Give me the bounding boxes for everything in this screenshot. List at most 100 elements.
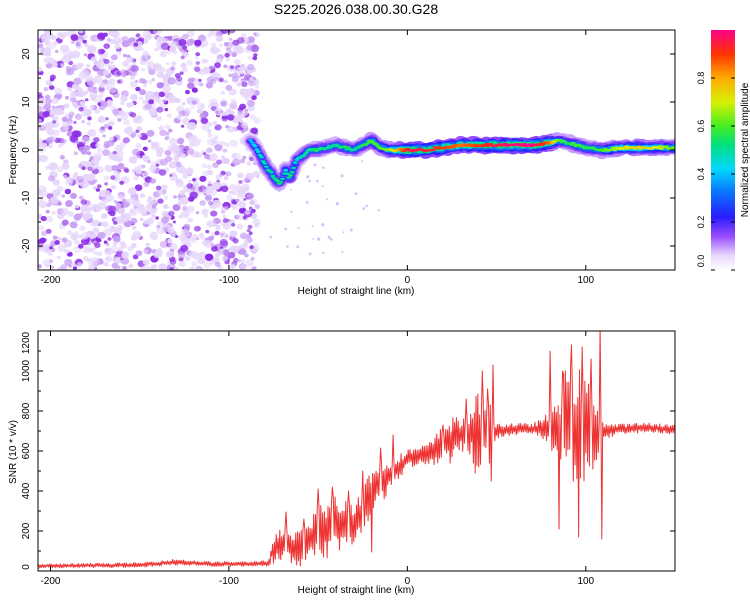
noise-blob [110,175,116,180]
noise-blob [130,133,136,138]
noise-blob [46,31,54,39]
noise-blob [247,224,253,229]
noise-blob [128,197,138,205]
noise-speck [322,166,325,169]
noise-speck [335,202,339,206]
noise-blob [159,240,169,248]
noise-blob [206,164,212,170]
noise-blob [183,230,191,238]
noise-blob [107,237,112,241]
ridge-cell [262,162,268,165]
noise-blob [191,139,200,147]
noise-speck [377,208,380,212]
noise-blob [82,213,91,221]
noise-blob [182,206,188,211]
noise-blob [114,41,119,46]
noise-blob [195,52,201,57]
noise-blob [176,76,183,82]
noise-blob [180,170,186,175]
noise-blob [120,69,128,76]
noise-blob [146,90,155,98]
noise-blob [189,266,195,270]
noise-blob [121,251,130,259]
noise-blob [180,244,189,252]
noise-blob [49,246,53,250]
noise-blob [157,189,164,195]
noise-blob [121,35,129,42]
noise-blob [180,153,187,159]
noise-blob [190,238,197,244]
ridge-cell [291,166,297,170]
noise-blob [214,144,223,152]
noise-blob [211,245,218,252]
noise-blob [196,267,201,270]
noise-blob [188,250,198,258]
noise-blob [190,105,195,109]
noise-blob [246,87,256,96]
noise-blob [122,214,127,219]
noise-blob [147,160,151,164]
noise-blob [74,113,82,120]
noise-blob [186,30,195,38]
ridge-cell [268,170,274,174]
noise-blob [64,258,73,266]
noise-blob [228,73,233,78]
noise-blob [92,227,100,234]
noise-blob [108,78,116,85]
ridge-cell [257,153,263,157]
noise-blob [239,113,245,118]
noise-blob [206,147,213,154]
noise-blob [178,39,187,46]
noise-blob [60,264,68,270]
noise-blob [81,120,86,124]
noise-blob [121,266,128,270]
noise-blob [206,169,214,176]
noise-blob [149,178,156,184]
noise-blob [151,205,156,209]
noise-blob [167,77,176,85]
noise-blob [148,68,156,76]
noise-blob [219,140,226,147]
noise-blob [239,158,245,164]
noise-speck [312,238,314,240]
noise-blob [186,122,197,131]
noise-blob [124,168,130,173]
noise-blob [141,67,146,72]
noise-blob [156,71,165,79]
noise-speck [321,185,324,188]
noise-blob [130,65,139,73]
noise-blob [47,41,56,50]
noise-blob [97,201,107,210]
noise-blob [248,231,253,235]
noise-blob [194,39,202,47]
noise-blob [56,255,62,260]
noise-blob [113,200,118,204]
noise-blob [163,195,169,200]
noise-blob [159,50,168,58]
ridge-cell [249,141,255,144]
noise-blob [70,192,77,199]
noise-blob [47,128,55,136]
noise-blob [109,136,114,141]
noise-blob [53,189,61,196]
noise-blob [219,249,225,255]
noise-blob [93,186,98,190]
ridge-cell [522,143,528,146]
noise-blob [165,124,171,130]
noise-blob [239,88,248,96]
noise-blob [57,236,62,241]
noise-blob [38,141,44,148]
noise-blob [246,99,255,107]
noise-blob [139,89,146,96]
noise-blob [181,102,186,106]
noise-blob [201,123,210,131]
noise-blob [162,204,169,210]
noise-blob [52,105,56,109]
noise-blob [97,231,106,240]
spectrogram-y-axis-label: Frequency (Hz) [8,116,19,185]
ridge-cell [370,140,375,143]
noise-blob [112,241,118,246]
noise-blob [100,222,105,226]
noise-blob [210,210,218,217]
